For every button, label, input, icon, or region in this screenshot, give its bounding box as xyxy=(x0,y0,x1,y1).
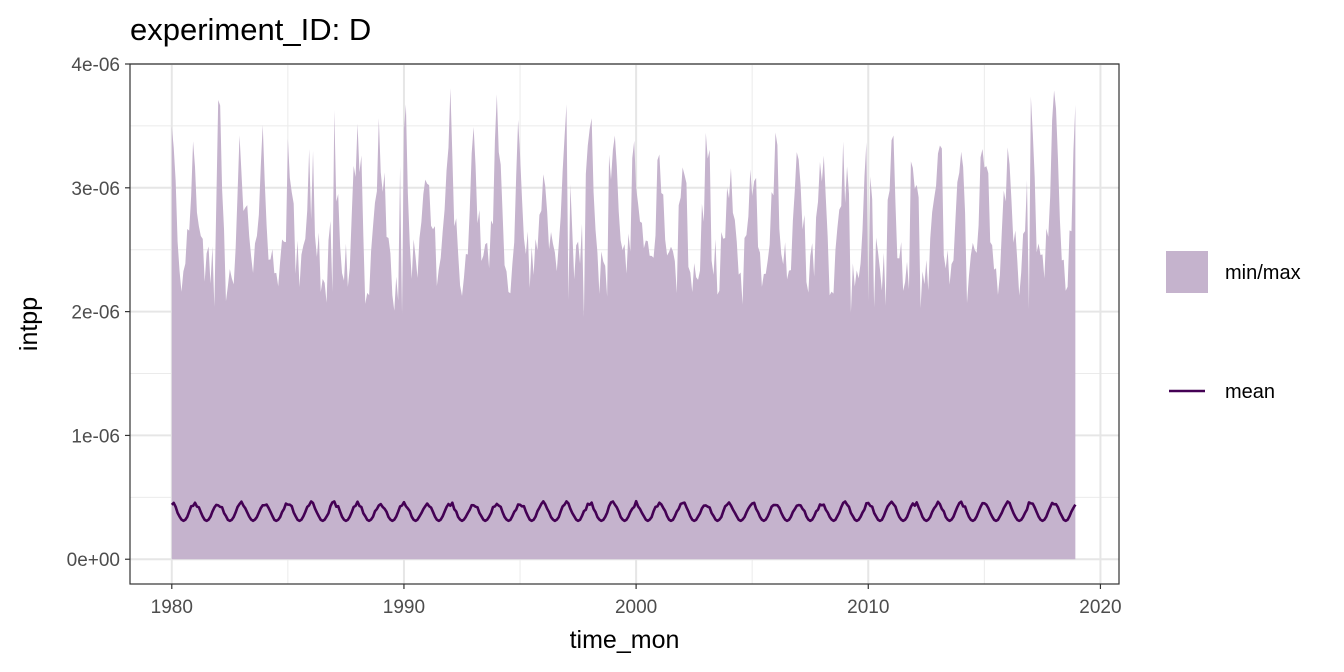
legend-label-minmax: min/max xyxy=(1225,262,1301,284)
legend-key-minmax xyxy=(1166,251,1208,293)
x-axis-title: time_mon xyxy=(570,626,680,654)
series-mean-line xyxy=(170,499,1077,523)
y-tick-label: 1e-06 xyxy=(71,426,120,447)
y-tick-label: 2e-06 xyxy=(71,303,120,324)
series-minmax-ribbon xyxy=(171,88,1076,560)
plot-panel-border xyxy=(129,63,1120,585)
legend: min/max mean xyxy=(1166,251,1301,403)
mean-layer xyxy=(170,499,1077,523)
y-axis: 0e+00 1e-06 2e-06 3e-06 4e-06 xyxy=(67,55,130,571)
x-tick-label: 2000 xyxy=(615,597,657,618)
y-tick-label: 4e-06 xyxy=(71,55,120,76)
x-tick-label: 1990 xyxy=(383,597,425,618)
y-axis-title: intpp xyxy=(15,297,43,351)
chart-title: experiment_ID: D xyxy=(130,12,371,47)
ribbon-layer xyxy=(171,88,1076,560)
y-tick-label: 0e+00 xyxy=(67,550,120,571)
x-tick-label: 1980 xyxy=(151,597,193,618)
y-tick-label: 3e-06 xyxy=(71,179,120,200)
x-axis: 1980 1990 2000 2010 2020 xyxy=(151,584,1122,618)
x-tick-label: 2010 xyxy=(847,597,889,618)
legend-label-mean: mean xyxy=(1225,381,1275,403)
x-tick-label: 2020 xyxy=(1079,597,1121,618)
